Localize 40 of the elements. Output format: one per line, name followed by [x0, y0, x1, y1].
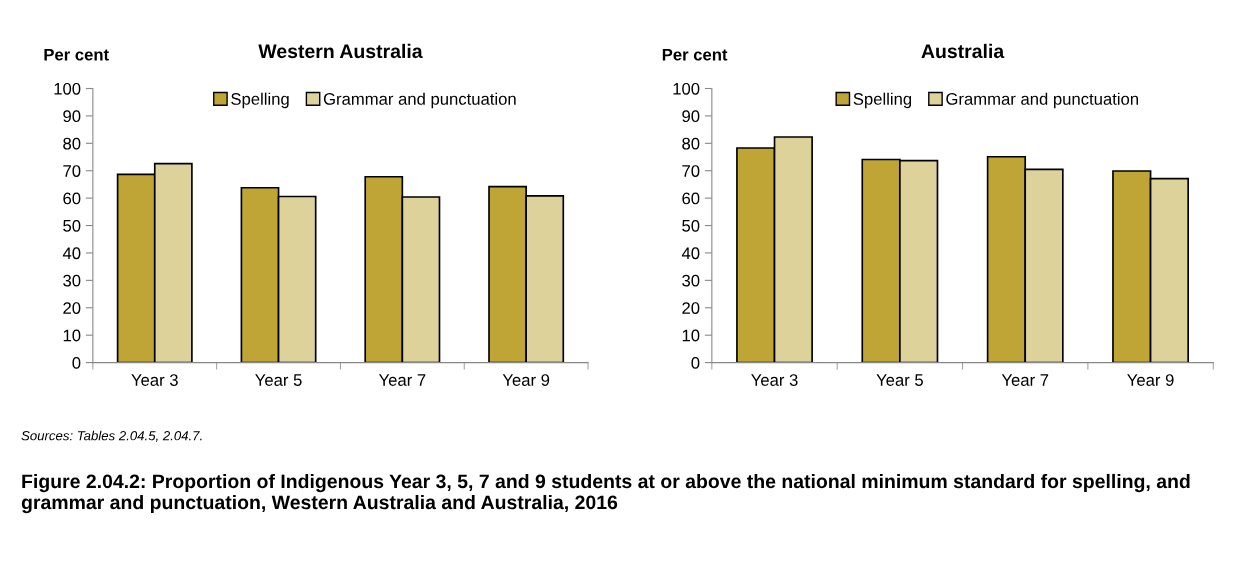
- x-tick-label: Year 9: [1127, 374, 1174, 386]
- y-tick-label: 40: [681, 247, 700, 260]
- x-tick-label: Year 7: [1001, 374, 1049, 386]
- y-tick-label: 100: [673, 82, 700, 95]
- x-tick-label: Year 5: [255, 374, 302, 386]
- y-tick-label: 30: [63, 274, 81, 287]
- chart-title: Western Australia: [258, 43, 423, 59]
- y-tick-label: 50: [682, 219, 700, 232]
- caption: Figure 2.04.2: Proportion of Indigenous Year 3, 5, 7 and 9 students at or above the national minimum standard for spelling, and grammar and punctuation, Western Australia and Australia, 2016: [21, 473, 1190, 514]
- x-tick-label: Year 9: [502, 374, 550, 386]
- y-tick-label: 30: [682, 274, 700, 287]
- y-tick-label: 20: [63, 302, 81, 314]
- y-tick-label: 90: [63, 110, 81, 123]
- y-tick-label: 90: [682, 110, 700, 123]
- y-tick-label: 10: [682, 329, 700, 342]
- legend-label: Grammar and punctuation: [946, 92, 1138, 109]
- y-tick-label: 0: [72, 356, 81, 369]
- y-axis-title: Per cent: [44, 48, 109, 61]
- y-axis-title: Per cent: [662, 48, 728, 61]
- y-tick-label: 70: [682, 165, 700, 177]
- chart-title: Australia: [921, 43, 1005, 59]
- legend-label: Grammar and punctuation: [323, 92, 516, 109]
- y-tick-label: 0: [691, 356, 700, 369]
- y-tick-label: 80: [682, 137, 700, 150]
- y-tick-label: 50: [63, 219, 81, 232]
- x-tick-label: Year 7: [378, 374, 426, 386]
- y-tick-label: 20: [682, 302, 700, 314]
- y-tick-label: 40: [62, 247, 81, 260]
- y-tick-label: 60: [63, 192, 81, 205]
- y-tick-label: 100: [54, 82, 81, 95]
- source-note: Sources: Tables 2.04.5, 2.04.7.: [21, 430, 202, 442]
- x-tick-label: Year 3: [131, 374, 178, 386]
- x-tick-label: Year 3: [751, 374, 798, 386]
- y-tick-label: 10: [63, 329, 81, 342]
- y-tick-label: 70: [63, 165, 81, 177]
- legend-label: Spelling: [853, 92, 912, 109]
- legend-label: Spelling: [231, 92, 289, 109]
- y-tick-label: 60: [682, 192, 700, 205]
- x-tick-label: Year 5: [876, 374, 923, 386]
- y-tick-label: 80: [63, 137, 81, 150]
